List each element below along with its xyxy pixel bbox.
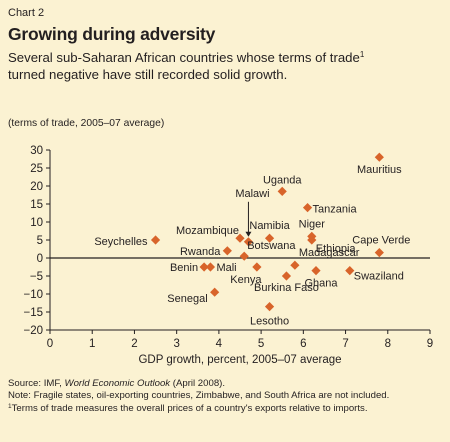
data-point xyxy=(311,266,321,276)
data-point xyxy=(277,186,287,196)
footnote-text: Terms of trade measures the overall pric… xyxy=(11,402,368,414)
point-label: Benin xyxy=(170,262,198,274)
chart-axes: 30 25 20 15 10 5 0 −5 −10 −15 −20 0 1 2 3 4 5 6 7 8 9 GDP gro… xyxy=(23,145,433,366)
x-tick-label: 1 xyxy=(89,338,95,350)
subtitle-footnote-mark: 1 xyxy=(359,50,365,59)
data-point xyxy=(307,235,317,245)
point-label: Senegal xyxy=(167,293,207,305)
chart-marks xyxy=(150,152,384,312)
point-labels: Mauritius Uganda Tanzania Seychelles Mozambi… xyxy=(94,164,410,327)
data-point xyxy=(302,203,313,213)
x-tick-label: 8 xyxy=(385,338,391,350)
data-point xyxy=(205,262,216,272)
malawi-arrowhead xyxy=(245,231,252,237)
y-tick-label: −5 xyxy=(30,271,43,283)
chart-subtitle: Several sub-Saharan African countries wh… xyxy=(8,49,448,83)
point-label: Namibia xyxy=(249,220,290,232)
point-label: Ethiopia xyxy=(316,243,357,255)
point-label: Mali xyxy=(216,262,236,274)
data-point xyxy=(222,246,232,256)
source-suffix: (April 2008). xyxy=(170,378,226,389)
point-label: Tanzania xyxy=(313,204,358,216)
chart-title: Growing during adversity xyxy=(8,24,216,44)
point-label: Burkina Faso xyxy=(254,282,319,294)
data-point xyxy=(199,262,209,272)
subtitle-line-2: turned negative have still recorded soli… xyxy=(8,67,288,82)
y-tick-label: 30 xyxy=(30,145,43,157)
point-label: Niger xyxy=(299,218,326,230)
point-label: Mauritius xyxy=(357,164,402,176)
point-label: Botswana xyxy=(247,240,296,252)
point-label: Lesotho xyxy=(250,316,289,328)
y-tick-label: 5 xyxy=(37,235,43,247)
x-tick-label: 3 xyxy=(173,338,179,350)
data-point xyxy=(243,237,254,247)
note-line: Note: Fragile states, oil-exporting coun… xyxy=(8,390,390,402)
chart-kicker: Chart 2 xyxy=(8,7,45,19)
data-point xyxy=(235,233,245,243)
data-point xyxy=(252,262,262,272)
point-label: Uganda xyxy=(263,174,302,186)
footnote-mark: 1 xyxy=(8,402,12,410)
y-tick-label: −15 xyxy=(23,307,43,319)
data-point xyxy=(264,302,275,312)
point-label: Cape Verde xyxy=(352,235,410,247)
x-tick-label: 4 xyxy=(216,338,223,350)
source-line: Source: IMF, World Economic Outlook (Apr… xyxy=(8,378,448,390)
point-label: Kenya xyxy=(230,274,262,286)
source-title: World Economic Outlook xyxy=(64,378,171,389)
point-label: Mozambique xyxy=(176,225,239,237)
point-label: Swaziland xyxy=(354,271,404,283)
y-tick-label: 0 xyxy=(37,253,43,265)
data-point xyxy=(150,235,161,245)
data-point xyxy=(374,248,384,258)
x-tick-label: 0 xyxy=(47,338,53,350)
data-point xyxy=(264,233,275,243)
x-tick-label: 7 xyxy=(342,338,348,350)
data-point xyxy=(290,260,300,270)
source-prefix: Source: IMF, xyxy=(8,378,65,389)
point-label: Ghana xyxy=(304,278,338,290)
point-label: Seychelles xyxy=(94,236,148,248)
data-point xyxy=(281,271,292,281)
point-label: Madagascar xyxy=(299,247,360,259)
point-label: Malawi xyxy=(235,188,269,200)
data-point xyxy=(374,152,384,162)
y-tick-label: 15 xyxy=(30,199,43,211)
y-tick-label: 10 xyxy=(30,217,43,229)
x-tick-label: 5 xyxy=(258,338,264,350)
x-axis-title: GDP growth, percent, 2005–07 average xyxy=(138,354,341,366)
subtitle-text: Several sub-Saharan African countries wh… xyxy=(8,50,360,65)
y-tick-label: 25 xyxy=(30,163,43,175)
data-point xyxy=(210,287,220,297)
y-tick-label: 20 xyxy=(30,181,43,193)
y-tick-label: −20 xyxy=(23,325,43,337)
data-point xyxy=(239,251,249,261)
x-tick-label: 9 xyxy=(427,338,433,350)
x-tick-label: 2 xyxy=(131,338,137,350)
scatter-chart: 30 25 20 15 10 5 0 −5 −10 −15 −20 0 1 2 3 4 5 6 7 8 9 GDP gro… xyxy=(23,145,433,366)
data-point xyxy=(345,266,355,276)
chart-footer: Source: IMF, World Economic Outlook (Apr… xyxy=(8,378,448,415)
y-tick-label: −10 xyxy=(23,289,43,301)
point-label: Rwanda xyxy=(180,246,221,258)
x-tick-label: 6 xyxy=(300,338,306,350)
unit-note: (terms of trade, 2005–07 average) xyxy=(8,118,165,129)
footnote-line: 1Terms of trade measures the overall pri… xyxy=(8,403,448,415)
